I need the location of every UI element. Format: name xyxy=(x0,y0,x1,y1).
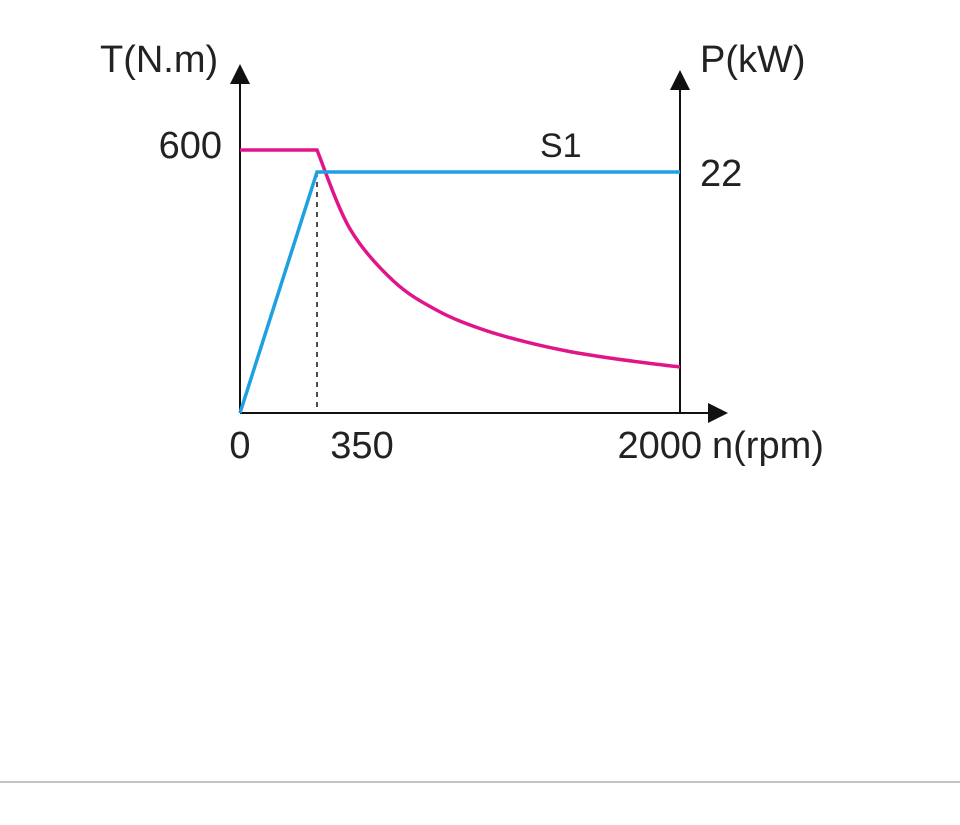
y-left-tick-label: 600 xyxy=(159,125,222,167)
y-right-tick-label: 22 xyxy=(700,153,742,195)
y-right-axis-arrow xyxy=(670,70,690,90)
y-left-axis-label: T(N.m) xyxy=(100,39,218,81)
x-axis-label: n(rpm) xyxy=(712,425,824,467)
y-left-axis-arrow xyxy=(230,64,250,84)
x-axis-arrow xyxy=(708,403,728,423)
y-right-axis-label: P(kW) xyxy=(700,39,806,81)
series-line-power xyxy=(238,170,680,414)
bottom-divider xyxy=(0,781,960,783)
series-line-torque xyxy=(240,148,681,369)
x-tick-label-2000: 2000 xyxy=(617,425,702,467)
x-tick-label-350: 350 xyxy=(330,425,393,467)
annotation-s1: S1 xyxy=(540,127,582,165)
x-tick-label-0: 0 xyxy=(229,425,250,467)
